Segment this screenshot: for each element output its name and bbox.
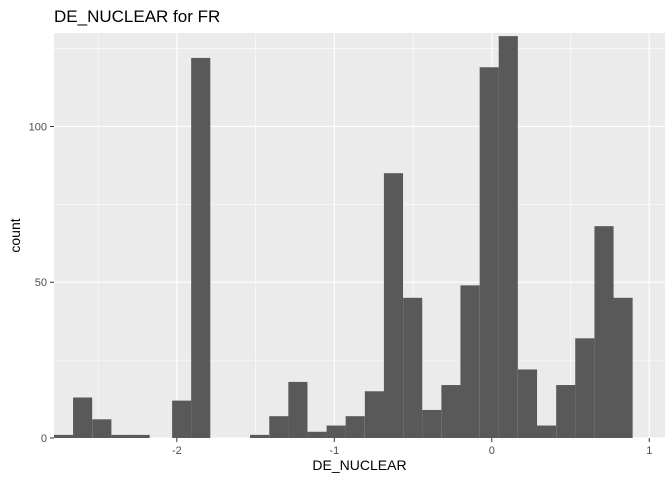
x-tick-label: 1 [646,445,652,457]
histogram-bar [92,419,112,438]
chart-title: DE_NUCLEAR for FR [54,7,220,26]
histogram-bar [250,434,270,438]
histogram-bar [575,338,595,438]
histogram-bar [422,409,442,438]
y-tick-label: 100 [29,121,47,133]
x-axis-title: DE_NUCLEAR [312,457,406,473]
histogram-bar [111,434,131,438]
histogram-bars [54,36,633,439]
y-axis-title: count [7,218,23,252]
histogram-bar [613,297,633,438]
histogram-bar [479,67,499,439]
x-tick-label: -2 [172,445,182,457]
histogram-bar [172,400,192,438]
histogram-bar [460,285,480,438]
histogram-bar [498,36,518,438]
histogram-bar [345,416,365,438]
histogram-bar [73,397,93,438]
x-tick-label: 0 [489,445,495,457]
histogram-bar [191,57,211,439]
histogram-bar [441,385,461,438]
histogram-bar [269,416,289,438]
x-axis: -2 -1 0 1 [172,438,652,457]
histogram-bar [326,425,346,438]
histogram-bar [54,434,74,438]
histogram-bar [383,173,404,438]
histogram-bar [403,297,423,438]
histogram-bar [536,425,557,438]
y-axis: 0 50 100 [29,121,54,445]
y-tick-label: 50 [35,277,47,289]
y-tick-label: 0 [41,433,47,445]
histogram-bar [594,226,614,438]
histogram-bar [517,369,538,438]
x-tick-label: -1 [329,445,339,457]
minor-gridlines [54,33,665,438]
histogram-bar [364,391,384,438]
histogram-bar [556,385,576,438]
plot-panel [54,33,665,438]
histogram-bar [288,381,308,438]
histogram-bar [307,431,327,438]
histogram-bar [130,434,150,438]
